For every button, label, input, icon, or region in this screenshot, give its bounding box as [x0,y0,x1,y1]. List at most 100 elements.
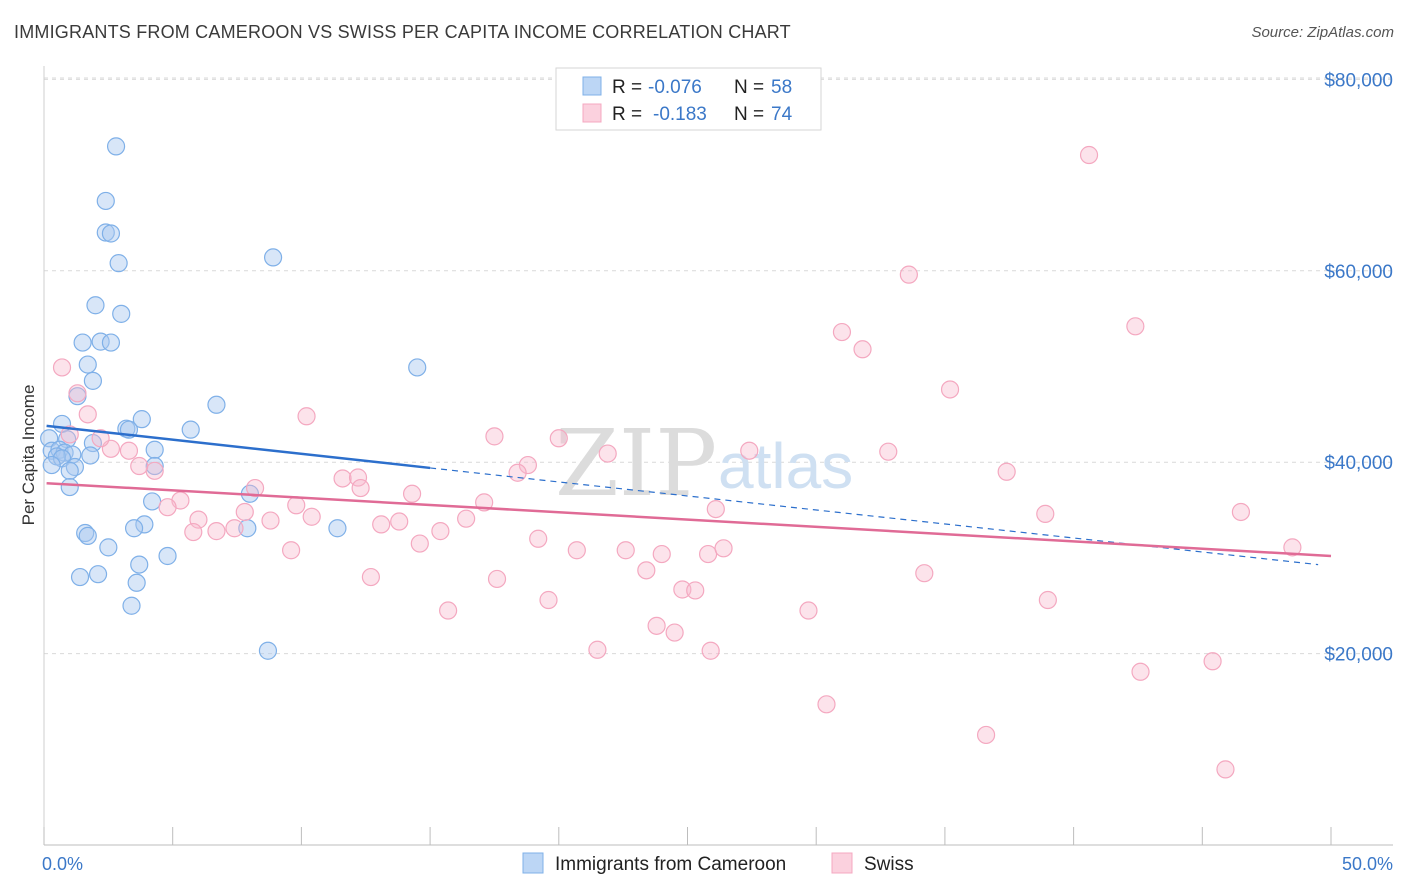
legend-n-label-0: N = [734,77,764,98]
point-swiss-44 [207,522,226,541]
point-swiss-4 [853,340,872,359]
point-swiss-43 [184,522,203,542]
point-swiss-56 [637,561,656,580]
point-cameroon-11 [408,358,427,377]
point-cameroon-1 [96,191,115,211]
point-swiss-57 [487,569,507,589]
point-swiss-70 [1203,652,1222,671]
point-cameroon-50 [127,573,146,592]
point-cameroon-3 [101,224,121,243]
point-swiss-11 [549,429,568,448]
point-swiss-28 [245,478,265,498]
legend-swatch-swiss [582,103,602,123]
point-cameroon-13 [83,371,103,390]
point-cameroon-46 [158,546,177,566]
grid-lines [44,77,1393,655]
bottom-legend-label-cameroon: Immigrants from Cameroon [555,854,786,875]
point-cameroon-15 [207,395,226,414]
point-swiss-33 [235,502,254,522]
legend-n-value-0: 58 [771,77,792,98]
trend-line-swiss [46,482,1332,558]
y-tick-label-3: $80,000 [1324,70,1393,91]
point-cameroon-45 [99,538,118,557]
point-swiss-48 [529,529,548,548]
point-swiss-64 [439,601,458,620]
point-swiss-14 [60,425,79,444]
point-cameroon-36 [60,477,79,497]
legend-r-label-1: R = [612,104,642,125]
x-tick-label-1: 50.0% [1342,854,1393,874]
point-swiss-19 [518,455,538,475]
point-cameroon-47 [130,555,149,574]
axes [43,66,1393,846]
point-cameroon-0 [106,137,126,156]
legend-r-value-1: -0.183 [653,104,707,125]
point-swiss-31 [158,498,177,517]
point-cameroon-12 [78,355,97,374]
y-tick-label-0: $20,000 [1324,645,1393,666]
point-cameroon-2 [96,223,115,242]
point-swiss-51 [652,544,671,564]
point-cameroon-39 [135,515,154,534]
point-swiss-66 [647,616,666,635]
chart-title: IMMIGRANTS FROM CAMEROON VS SWISS PER CA… [14,22,791,42]
point-cameroon-40 [124,519,144,538]
point-swiss-20 [508,463,527,482]
x-tick-labels: 0.0% 50.0% [42,854,1393,874]
y-tick-labels: $20,000 $40,000 $60,000 $80,000 [1324,70,1393,665]
trend-line-cameroon [46,424,431,470]
y-tick-label-2: $60,000 [1324,262,1393,283]
x-tick-label-0: 0.0% [42,854,83,874]
legend-n-value-1: 74 [771,104,793,125]
point-swiss-52 [698,544,718,564]
point-swiss-47 [410,534,429,553]
point-cameroon-7 [112,304,131,323]
point-swiss-21 [997,462,1016,481]
watermark: ZIP atlas [555,410,853,517]
point-swiss-9 [297,407,316,426]
point-swiss-49 [567,541,586,560]
point-swiss-71 [1131,662,1150,681]
y-axis-label: Per Capita Income [19,385,38,526]
point-swiss-26 [348,468,368,487]
point-cameroon-20 [181,420,200,439]
point-cameroon-42 [328,519,347,538]
point-swiss-0 [1079,145,1099,165]
point-swiss-72 [817,695,836,714]
point-swiss-36 [1231,502,1251,522]
point-swiss-55 [1283,538,1302,557]
point-swiss-58 [361,567,380,587]
point-cameroon-43 [76,523,95,543]
point-swiss-8 [78,405,97,424]
point-cameroon-51 [122,596,141,615]
point-swiss-40 [372,515,391,534]
point-swiss-63 [539,590,558,610]
point-cameroon-6 [86,296,105,315]
point-swiss-5 [52,358,72,377]
legend-r-label-0: R = [612,77,642,98]
legend-swatch-cameroon [582,76,602,96]
point-swiss-42 [457,509,476,528]
point-swiss-6 [940,380,960,399]
point-swiss-38 [261,511,280,530]
point-swiss-60 [673,580,692,599]
point-swiss-3 [1126,317,1145,336]
point-cameroon-16 [132,410,151,429]
point-swiss-35 [1036,504,1055,523]
watermark-atlas: atlas [718,430,853,502]
point-swiss-39 [302,507,321,526]
point-swiss-67 [665,623,684,642]
point-swiss-22 [145,461,164,480]
point-cameroon-34 [145,456,164,476]
point-swiss-46 [431,522,450,541]
point-swiss-34 [706,499,725,519]
point-swiss-53 [714,539,733,558]
point-swiss-54 [282,541,301,560]
point-swiss-18 [91,429,110,448]
point-cameroon-35 [42,455,61,475]
point-cameroon-37 [143,492,162,511]
legend-r-value-0: -0.076 [648,77,702,98]
point-swiss-59 [915,564,934,583]
point-swiss-74 [1216,760,1235,779]
